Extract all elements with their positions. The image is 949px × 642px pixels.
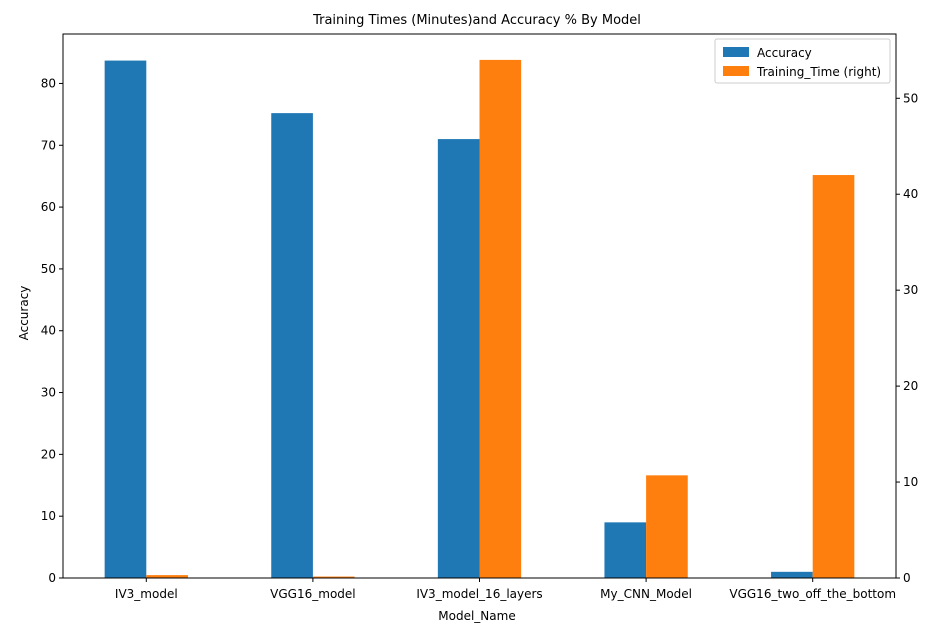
y-left-tick-label-2: 20 (41, 447, 56, 461)
bar-accuracy-2 (271, 113, 313, 578)
y-right-tick-label-5: 50 (903, 91, 918, 105)
y-right-tick-label-3: 30 (903, 283, 918, 297)
legend-swatch-2 (723, 66, 749, 76)
bar-accuracy-3 (437, 139, 480, 578)
bar-accuracy-4 (604, 522, 647, 578)
legend-swatch-1 (723, 47, 749, 57)
x-tick-label-1: IV3_model (115, 587, 178, 601)
y-left-tick-label-5: 50 (41, 262, 56, 276)
y-right-tick-label-1: 10 (903, 475, 918, 489)
y-left-tick-label-3: 30 (41, 386, 56, 400)
bar-training-time-3 (479, 59, 522, 578)
bar-training-time-4 (646, 475, 688, 578)
y-right-tick-label-0: 0 (903, 571, 911, 585)
x-axis-label: Model_Name (438, 609, 515, 623)
legend-label-1: Accuracy (757, 46, 812, 60)
legend-box (714, 38, 891, 84)
bar-training-time-2 (312, 576, 355, 578)
chart-title: Training Times (Minutes)and Accuracy % B… (312, 13, 641, 28)
bar-accuracy-1 (104, 60, 147, 578)
y-right-tick-label-2: 20 (903, 379, 918, 393)
bar-training-time-1 (146, 575, 188, 578)
legend: Accuracy Training_Time (right) (714, 38, 891, 84)
y-left-tick-label-7: 70 (41, 138, 56, 152)
axes-layer: 0 10 20 30 40 50 60 70 80 0 10 20 30 40 50 IV3_model VGG… (41, 33, 918, 601)
bars-layer (104, 59, 855, 579)
y-left-tick-label-4: 40 (41, 324, 56, 338)
y-left-tick-label-1: 10 (41, 509, 56, 523)
bar-training-time-5 (812, 175, 855, 579)
y-left-tick-label-0: 0 (48, 571, 56, 585)
y-left-tick-label-8: 80 (41, 76, 56, 90)
x-tick-label-2: VGG16_model (270, 587, 355, 601)
x-tick-label-4: My_CNN_Model (600, 587, 692, 601)
x-tick-label-5: VGG16_two_off_the_bottom (729, 587, 896, 601)
x-tick-label-3: IV3_model_16_layers (416, 587, 542, 601)
y-axis-label: Accuracy (17, 286, 31, 341)
legend-label-2: Training_Time (right) (756, 65, 881, 79)
bar-accuracy-5 (771, 571, 813, 578)
y-left-tick-label-6: 60 (41, 200, 56, 214)
y-right-tick-label-4: 40 (903, 187, 918, 201)
